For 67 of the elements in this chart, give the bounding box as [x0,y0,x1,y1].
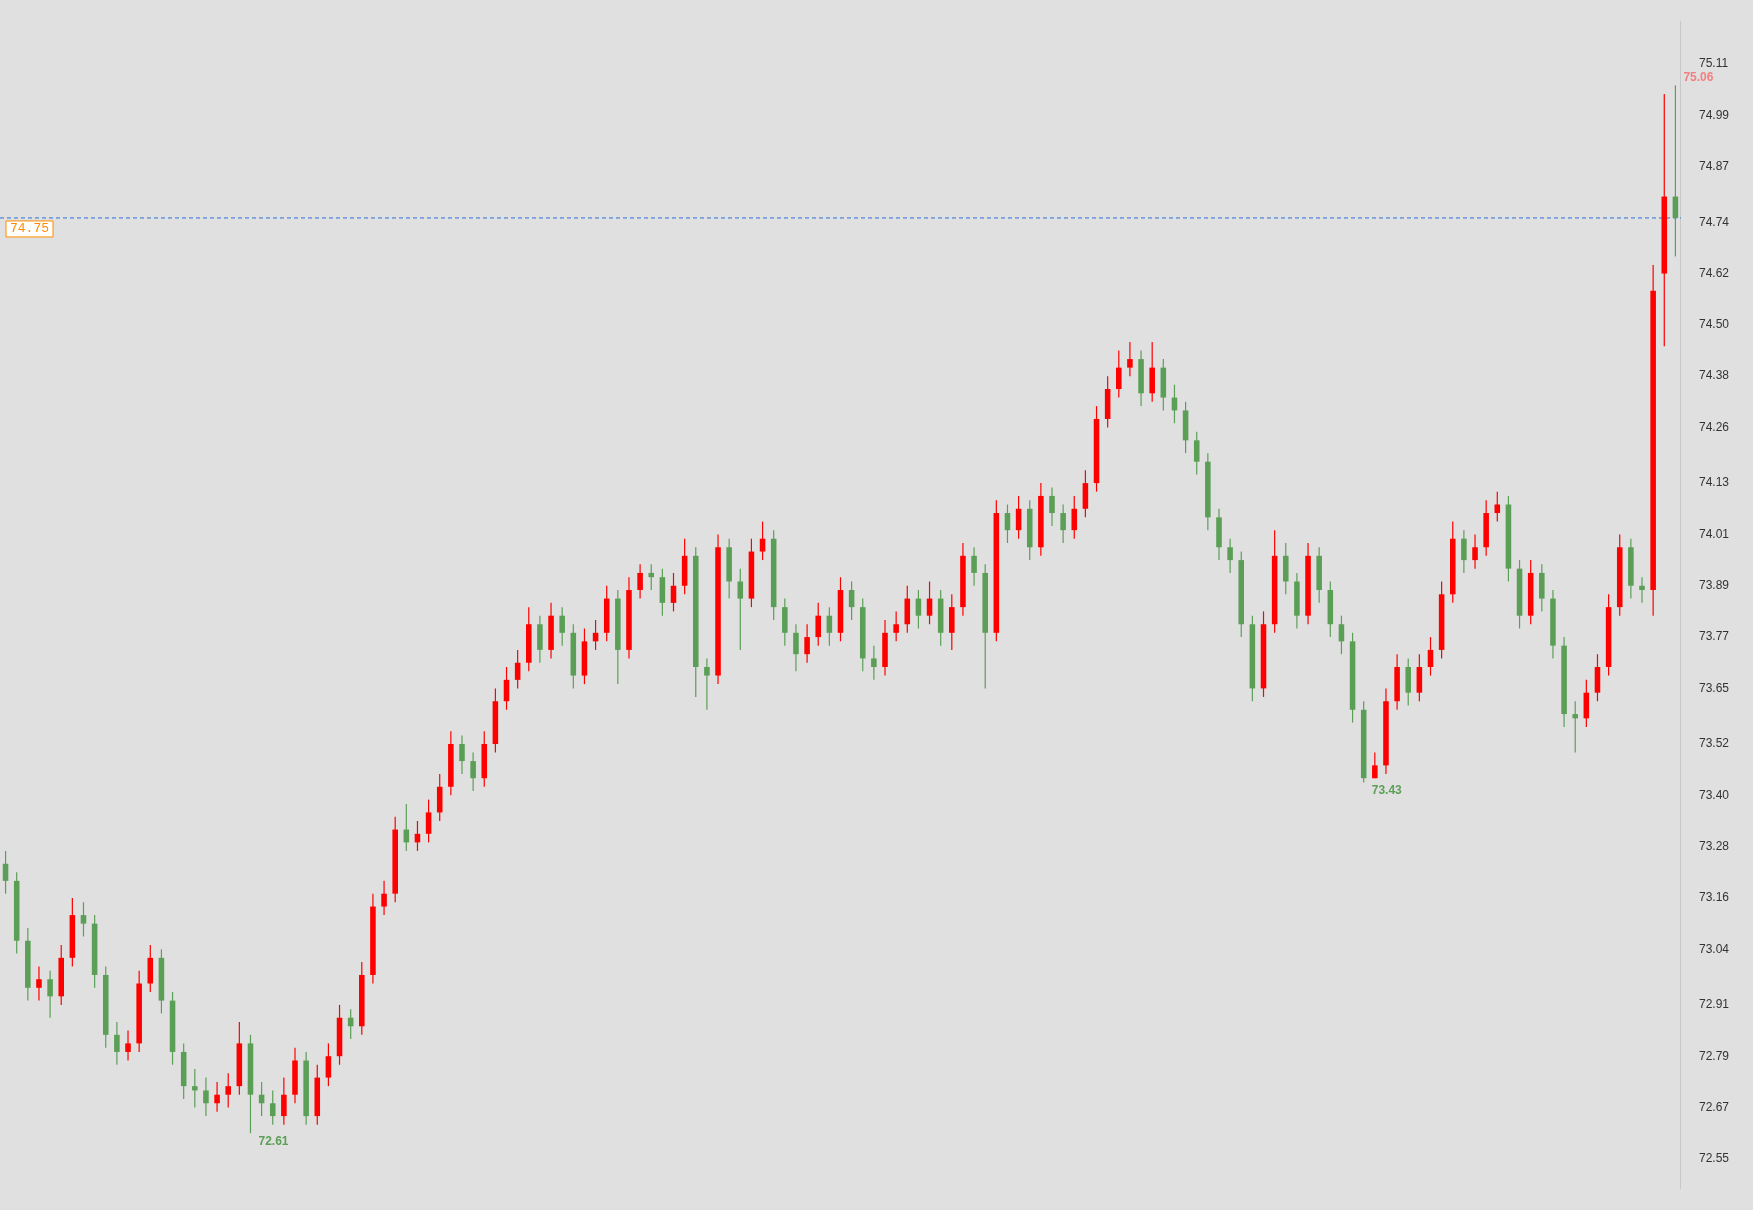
y-tick-label: 72.55 [1698,1151,1730,1166]
candlestick [1461,529,1467,574]
annotation: 72.61 [258,1133,289,1148]
y-tick-label: 73.04 [1698,941,1730,956]
candlestick [47,970,53,1019]
candlestick [815,602,821,647]
candlestick [1227,538,1233,574]
ref-line-label: 74.75 [10,221,50,237]
y-tick-label: 73.89 [1698,578,1730,593]
candlestick [1572,700,1578,754]
y-tick-label: 74.62 [1698,265,1730,280]
y-tick-label: 74.99 [1698,107,1730,122]
candlestick [459,734,465,775]
y-tick-label: 72.91 [1698,997,1730,1012]
candlestick [203,1077,209,1117]
candlestick [804,623,810,664]
candlestick [793,623,799,672]
y-tick-label: 72.79 [1698,1048,1730,1063]
candlestick [114,1021,120,1066]
y-tick-label: 73.65 [1698,680,1730,695]
y-tick-label: 74.50 [1698,317,1730,332]
candlestick [971,546,977,587]
candlestick [637,563,643,600]
y-tick-label: 74.38 [1698,368,1730,383]
y-tick-label: 72.67 [1698,1099,1730,1114]
candlestick [871,645,877,681]
text: 75.06 [1683,69,1714,84]
y-tick-label: 73.40 [1698,787,1730,802]
y-tick-label: 74.74 [1698,214,1730,229]
y-tick-label: 75.11 [1698,56,1729,71]
y-tick-label: 74.13 [1698,475,1730,490]
candlestick [269,1089,276,1126]
candlestick [325,1042,332,1087]
candlestick [225,1072,231,1109]
candlestick [704,657,710,711]
candlestick [648,563,655,591]
candlestick [192,1068,198,1109]
y-tick-label: 74.01 [1698,526,1730,541]
candlestick [1060,503,1066,544]
candlestick [1494,491,1501,523]
candlestick [559,606,565,647]
candlestick [281,1077,287,1126]
candlestick [470,751,476,792]
candlestick [1639,576,1645,604]
y-tick-label: 73.52 [1698,736,1730,751]
candlestick [80,901,87,938]
y-tick-label: 74.87 [1698,158,1730,173]
candlestick [1372,751,1378,779]
candlestick [893,610,899,642]
candlestick [759,521,766,561]
candlestick [1472,533,1478,570]
candlestick [1071,495,1078,540]
annotation: 73.43 [1371,782,1403,797]
candlestick [1127,341,1133,377]
candlestick [1049,486,1055,527]
candlestick [425,799,432,843]
y-tick-label: 73.16 [1698,890,1730,905]
candlestick [381,880,387,916]
candlestick [214,1081,220,1113]
y-tick-label: 73.28 [1698,838,1730,853]
candlestick [737,568,744,651]
y-tick-label: 73.77 [1698,629,1730,644]
candlestick [125,1029,131,1062]
candlestick [36,965,42,1002]
candlestick [1116,349,1122,399]
candlestick [1193,431,1200,476]
y-tick-label: 74.26 [1698,419,1730,434]
